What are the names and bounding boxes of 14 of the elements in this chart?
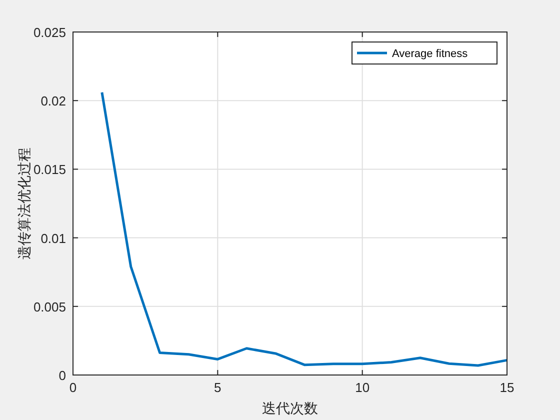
x-axis-title: 迭代次数	[262, 400, 318, 416]
y-tick-label: 0.025	[33, 25, 66, 40]
x-tick-label: 10	[355, 380, 370, 395]
x-tick-label: 0	[69, 380, 77, 395]
y-tick-label: 0.005	[33, 299, 66, 314]
legend-label: Average fitness	[392, 48, 468, 60]
y-tick-label: 0	[58, 368, 66, 383]
y-tick-label: 0.02	[40, 94, 66, 109]
x-tick-label: 15	[500, 380, 514, 395]
y-axis-title: 遗传算法优化过程	[16, 148, 32, 260]
x-tick-label: 5	[214, 380, 222, 395]
line-series	[100, 91, 508, 367]
y-tick-label: 0.01	[40, 230, 66, 246]
y-tick-label: 0.015	[33, 162, 66, 178]
